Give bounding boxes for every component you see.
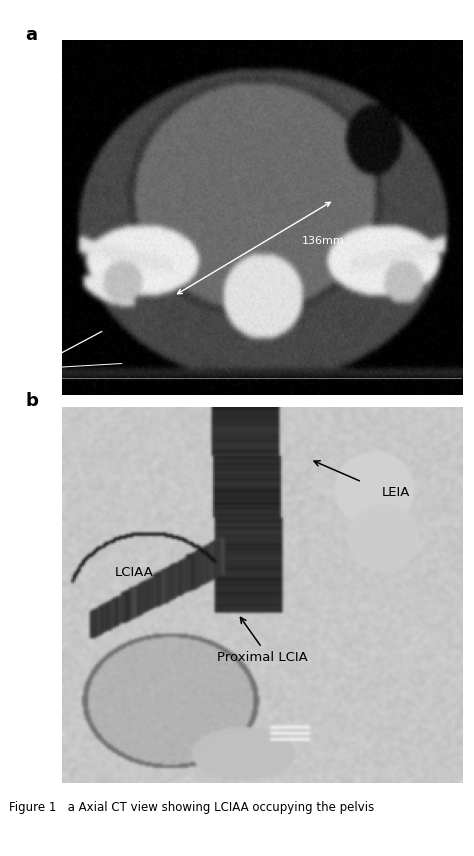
- Text: LCIAA: LCIAA: [114, 566, 153, 579]
- Text: Proximal LCIA: Proximal LCIA: [217, 651, 307, 664]
- Text: a: a: [26, 26, 37, 44]
- Text: LEIA: LEIA: [382, 485, 410, 499]
- Text: 136mm: 136mm: [302, 236, 345, 247]
- Text: b: b: [26, 391, 38, 409]
- Text: Figure 1   a Axial CT view showing LCIAA occupying the pelvis: Figure 1 a Axial CT view showing LCIAA o…: [9, 801, 375, 814]
